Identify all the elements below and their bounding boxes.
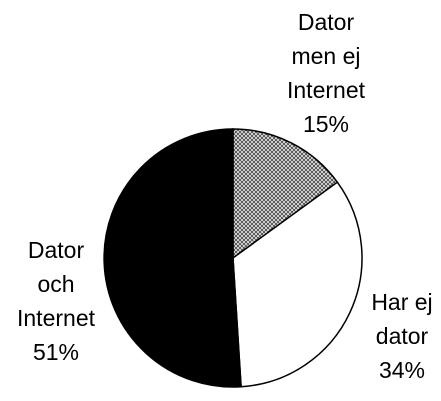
slice-label-line: och: [37, 271, 74, 297]
pie-slice-3: [103, 128, 242, 388]
pie-slice-2: [232, 181, 363, 388]
slice-label-har-ej-dator: Har ej dator 34%: [371, 289, 432, 383]
slice-percent-label: 51%: [33, 339, 79, 365]
slice-label-line: Dator: [28, 237, 85, 263]
slice-label-line: men ej: [291, 43, 360, 69]
slice-label-line: Internet: [287, 77, 366, 103]
slice-label-line: dator: [376, 323, 429, 349]
slice-percent-label: 34%: [379, 357, 425, 383]
slice-label-line: Internet: [17, 305, 96, 331]
slice-label-dator-och-internet: Dator och Internet 51%: [17, 237, 96, 365]
pie-slice-1: [232, 128, 339, 260]
slice-label-line: Dator: [298, 9, 355, 35]
pie-slices: [103, 128, 363, 388]
slice-percent-label: 15%: [303, 111, 349, 137]
slice-label-dator-men-ej-internet: Dator men ej Internet 15%: [287, 9, 366, 137]
slice-label-line: Har ej: [371, 289, 432, 315]
